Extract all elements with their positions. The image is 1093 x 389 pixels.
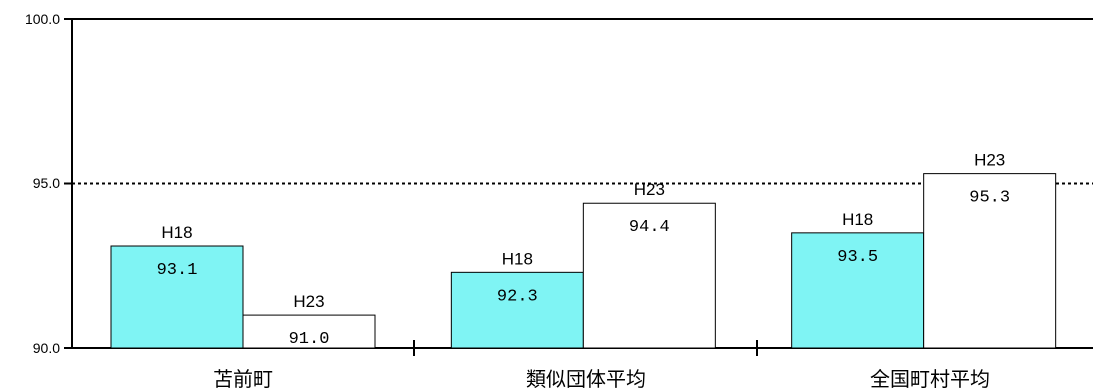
category-label-national-town-village-average: 全国町村平均 xyxy=(870,367,990,389)
x-axis-ticks xyxy=(413,340,758,356)
y-tick-label-top: 100.0 xyxy=(25,11,60,27)
data-label-similar-group-average-h23: 94.4 xyxy=(629,218,670,237)
bar-tomamae-h23 xyxy=(242,314,376,349)
series-label-national-town-village-average-h18: H18 xyxy=(842,210,873,229)
bar-tomamae-h18 xyxy=(110,245,244,349)
data-label-tomamae-h18: 93.1 xyxy=(157,261,198,280)
bars: H18 93.1 H23 91.0 H18 92.3 H23 94.4 H18 93.5 H23 95… xyxy=(110,151,1057,349)
data-label-similar-group-average-h18: 92.3 xyxy=(497,287,538,306)
bar-similar-group-average-h23 xyxy=(582,202,716,349)
series-label-similar-group-average-h18: H18 xyxy=(502,249,533,268)
series-label-similar-group-average-h23: H23 xyxy=(634,180,665,199)
y-tick-label-mid: 95.0 xyxy=(33,175,60,191)
data-label-national-town-village-average-h23: 95.3 xyxy=(969,189,1010,208)
y-tick-label-bottom: 90.0 xyxy=(33,340,60,356)
bar-similar-group-average-h18 xyxy=(450,271,584,349)
y-axis-ticks: 100.0 95.0 90.0 xyxy=(25,11,72,356)
data-label-national-town-village-average-h18: 93.5 xyxy=(837,248,878,267)
bar-national-town-village-average-h18 xyxy=(791,232,925,349)
series-label-tomamae-h23: H23 xyxy=(293,292,324,311)
series-label-national-town-village-average-h23: H23 xyxy=(974,151,1005,170)
data-label-tomamae-h23: 91.0 xyxy=(289,330,330,349)
bar-national-town-village-average-h23 xyxy=(923,173,1057,349)
series-label-tomamae-h18: H18 xyxy=(161,223,192,242)
category-label-tomamae: 苫前町 xyxy=(213,367,273,389)
category-labels: 苫前町 類似団体平均 全国町村平均 xyxy=(213,367,990,389)
category-label-similar-group-average: 類似団体平均 xyxy=(526,367,646,389)
